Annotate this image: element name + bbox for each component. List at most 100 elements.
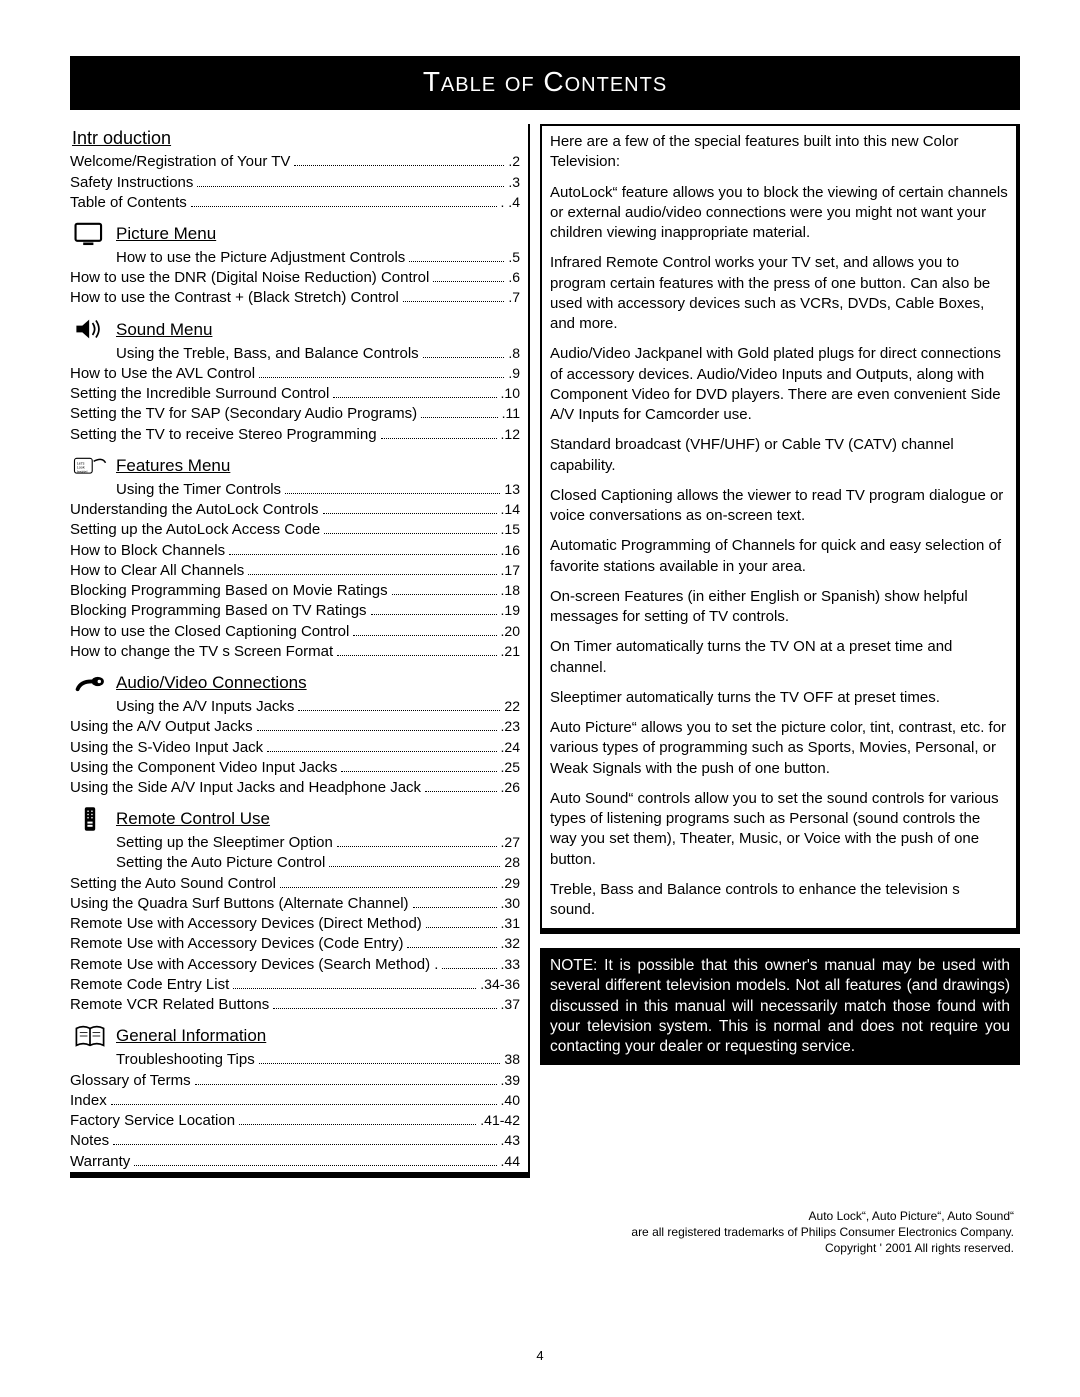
tv-icon bbox=[70, 221, 110, 247]
toc-label: Using the Quadra Surf Buttons (Alternate… bbox=[70, 894, 409, 914]
dot-leader bbox=[298, 710, 500, 711]
toc-entry: Setting the Incredible Surround Control.… bbox=[70, 384, 520, 404]
page-title: Table of Contents bbox=[70, 56, 1020, 110]
toc-entry: Remote Code Entry List .34-36 bbox=[70, 975, 520, 995]
toc-label: Setting the Incredible Surround Control bbox=[70, 384, 329, 404]
feature-paragraph: Automatic Programming of Channels for qu… bbox=[550, 536, 1008, 577]
dot-leader bbox=[337, 846, 497, 847]
dot-leader bbox=[134, 1165, 496, 1166]
toc-label: How to use the DNR (Digital Noise Reduct… bbox=[70, 268, 429, 288]
toc-entry: Remote Use with Accessory Devices (Direc… bbox=[70, 914, 520, 934]
toc-label: Welcome/Registration of Your TV bbox=[70, 152, 290, 172]
dot-leader bbox=[381, 438, 497, 439]
dot-leader bbox=[333, 397, 496, 398]
toc-page: 38 bbox=[504, 1050, 520, 1069]
toc-page: .14 bbox=[501, 500, 520, 519]
dot-leader bbox=[280, 887, 497, 888]
toc-entry: Factory Service Location.41-42 bbox=[70, 1111, 520, 1131]
dot-leader bbox=[433, 281, 504, 282]
toc-label: Remote Use with Accessory Devices (Direc… bbox=[70, 914, 422, 934]
toc-label: Setting the TV for SAP (Secondary Audio … bbox=[70, 404, 417, 424]
toc-page: .2 bbox=[508, 152, 520, 171]
toc-entry: Understanding the AutoLock Controls.14 bbox=[70, 500, 520, 520]
toc-label: Blocking Programming Based on TV Ratings bbox=[70, 601, 367, 621]
toc-page: .9 bbox=[508, 364, 520, 383]
toc-label: Index bbox=[70, 1091, 107, 1111]
toc-label: Using the Component Video Input Jacks bbox=[70, 758, 337, 778]
features-intro: Here are a few of the special features b… bbox=[550, 132, 1008, 173]
toc-entry: How to Use the AVL Control.9 bbox=[70, 364, 520, 384]
feature-paragraph: Treble, Bass and Balance controls to enh… bbox=[550, 880, 1008, 921]
toc-label: Setting the Auto Picture Control bbox=[116, 853, 325, 873]
section-header-row: Audio/Video Connections bbox=[70, 668, 520, 697]
dot-leader bbox=[285, 493, 500, 494]
toc-page: .29 bbox=[501, 874, 520, 893]
dot-leader bbox=[257, 730, 497, 731]
toc-label: How to Clear All Channels bbox=[70, 561, 244, 581]
dot-leader bbox=[423, 357, 505, 358]
toc-label: How to use the Closed Captioning Control bbox=[70, 622, 349, 642]
toc-entry: Warranty.44 bbox=[70, 1152, 520, 1172]
toc-page: .43 bbox=[501, 1131, 520, 1150]
section-heading: Sound Menu bbox=[116, 319, 212, 342]
toc-page: .17 bbox=[501, 561, 520, 580]
dot-leader bbox=[229, 554, 496, 555]
toc-label: Remote Use with Accessory Devices (Code … bbox=[70, 934, 403, 954]
dot-leader bbox=[191, 206, 497, 207]
dot-leader bbox=[239, 1124, 476, 1125]
toc-entry: Welcome/Registration of Your TV .2 bbox=[70, 152, 520, 172]
feature-paragraph: AutoLock“ feature allows you to block th… bbox=[550, 183, 1008, 244]
toc-page: .26 bbox=[501, 778, 520, 797]
trademark-line-1: Auto Lock“, Auto Picture“, Auto Sound“ bbox=[70, 1208, 1014, 1224]
toc-page: .19 bbox=[501, 601, 520, 620]
dot-leader bbox=[248, 574, 496, 575]
toc-page: .11 bbox=[502, 404, 520, 423]
toc-page: .34-36 bbox=[480, 975, 520, 994]
toc-page: .30 bbox=[501, 894, 520, 913]
toc-entry: Using the A/V Output Jacks.23 bbox=[70, 717, 520, 737]
toc-page: .12 bbox=[501, 425, 520, 444]
toc-label: Glossary of Terms bbox=[70, 1071, 191, 1091]
toc-column: Intr oduction Welcome/Registration of Yo… bbox=[70, 124, 530, 1178]
features-column: Here are a few of the special features b… bbox=[530, 124, 1020, 1178]
toc-entry: Remote Use with Accessory Devices (Searc… bbox=[70, 955, 520, 975]
section-heading: Features Menu bbox=[116, 455, 230, 478]
feature-paragraph: Infrared Remote Control works your TV se… bbox=[550, 253, 1008, 334]
feature-paragraph: On Timer automatically turns the TV ON a… bbox=[550, 637, 1008, 678]
dot-leader bbox=[337, 655, 496, 656]
section-header-row: Remote Control Use bbox=[70, 804, 520, 833]
toc-page: .5 bbox=[508, 248, 520, 267]
toc-entry: Table of Contents. .4 bbox=[70, 193, 520, 213]
toc-entry: Troubleshooting Tips 38 bbox=[70, 1050, 520, 1070]
section-header-row: Picture Menu bbox=[70, 219, 520, 248]
dot-leader bbox=[111, 1104, 497, 1105]
toc-label: How to Block Channels bbox=[70, 541, 225, 561]
toc-label: Troubleshooting Tips bbox=[116, 1050, 255, 1070]
toc-entry: Using the Component Video Input Jacks.25 bbox=[70, 758, 520, 778]
dot-leader bbox=[233, 988, 476, 989]
manual-page: Table of Contents Intr oduction Welcome/… bbox=[0, 0, 1080, 1397]
dot-leader bbox=[323, 513, 497, 514]
toc-entry: Index.40 bbox=[70, 1091, 520, 1111]
toc-label: Using the S-Video Input Jack bbox=[70, 738, 263, 758]
remote-icon bbox=[70, 806, 110, 832]
toc-entry: Remote VCR Related Buttons.37 bbox=[70, 995, 520, 1015]
dot-leader bbox=[421, 417, 497, 418]
toc-entry: How to use the Closed Captioning Control… bbox=[70, 622, 520, 642]
toc-entry: Setting up the AutoLock Access Code.15 bbox=[70, 520, 520, 540]
dot-leader bbox=[442, 968, 496, 969]
toc-page: .33 bbox=[501, 955, 520, 974]
section-heading: General Information bbox=[116, 1025, 266, 1048]
toc-entry: Remote Use with Accessory Devices (Code … bbox=[70, 934, 520, 954]
toc-label: Using the Side A/V Input Jacks and Headp… bbox=[70, 778, 421, 798]
toc-label: Using the A/V Output Jacks bbox=[70, 717, 253, 737]
section-heading: Picture Menu bbox=[116, 223, 216, 246]
toc-label: Safety Instructions bbox=[70, 173, 193, 193]
page-number: 4 bbox=[536, 1348, 543, 1363]
toc-page: .44 bbox=[501, 1152, 520, 1171]
toc-label: Remote Code Entry List bbox=[70, 975, 229, 995]
book-icon bbox=[70, 1023, 110, 1049]
feature-paragraph: On-screen Features (in either English or… bbox=[550, 587, 1008, 628]
toc-entry: Glossary of Terms.39 bbox=[70, 1071, 520, 1091]
dot-leader bbox=[294, 165, 504, 166]
